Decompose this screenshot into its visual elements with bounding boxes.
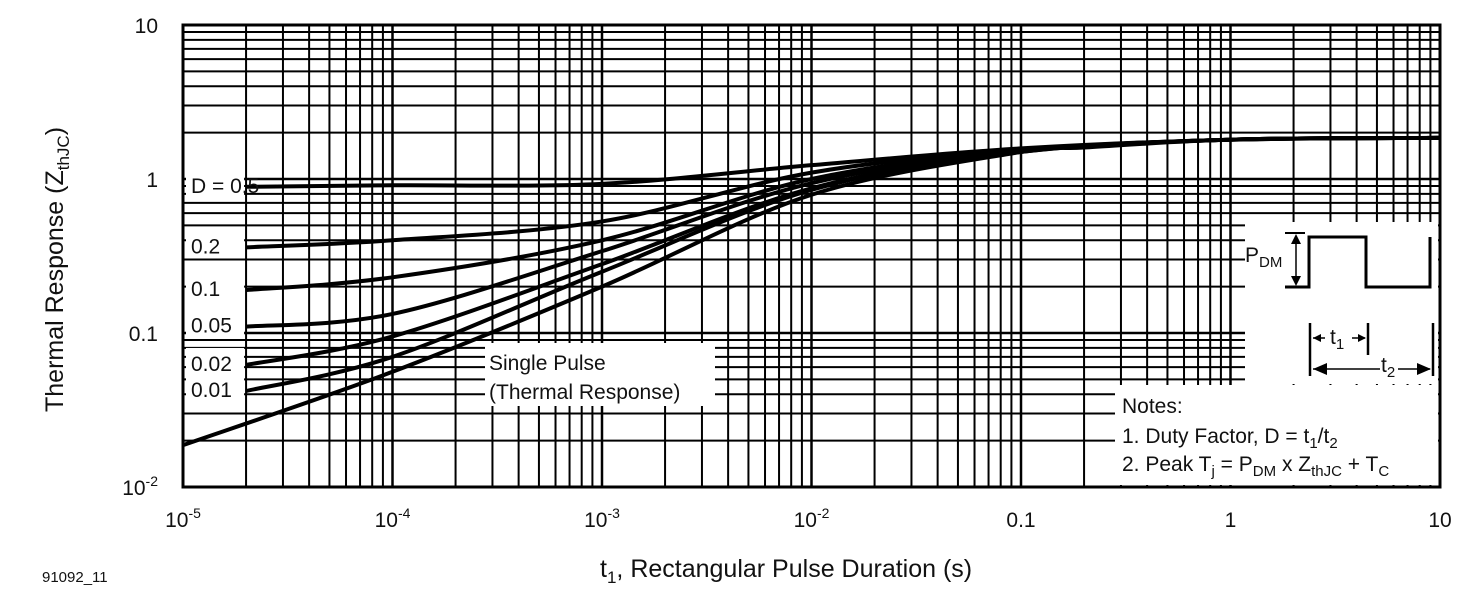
series-label: 0.1 <box>191 278 220 301</box>
y-tick-label: 10 <box>135 15 158 38</box>
y-tick-labels: 10 1 0.1 10-2 <box>122 15 158 500</box>
y-tick-label: 10-2 <box>122 473 158 500</box>
series-label: 0.02 <box>191 353 232 376</box>
y-axis-title: Thermal Response (ZthJC) <box>41 127 73 412</box>
x-tick-label: 1 <box>1225 509 1237 532</box>
label-masks <box>485 222 1438 485</box>
x-tick-label: 10 <box>1428 509 1451 532</box>
x-tick-label: 10-4 <box>375 505 411 532</box>
series-label: 0.05 <box>191 315 232 338</box>
series-label: 0.2 <box>191 235 220 258</box>
x-tick-label: 10-3 <box>584 505 620 532</box>
x-axis-title: t1, Rectangular Pulse Duration (s) <box>600 555 972 587</box>
series-label: 0.01 <box>191 379 232 402</box>
single-pulse-label: Single Pulse <box>489 352 606 375</box>
single-pulse-label-2: (Thermal Response) <box>489 381 680 404</box>
series-label-bg <box>186 273 245 300</box>
x-tick-label: 10-5 <box>165 505 201 532</box>
svg-text:2. Peak Tj = PDM x ZthJC + TC: 2. Peak Tj = PDM x ZthJC + TC <box>1122 453 1389 480</box>
pulse-waveform-inset: PDM t1 t2 <box>1245 232 1435 381</box>
series-label-bg <box>186 309 245 336</box>
series-label-bg <box>186 374 245 401</box>
y-tick-label: 0.1 <box>129 323 158 346</box>
svg-text:1. Duty Factor, D = t1/t2: 1. Duty Factor, D = t1/t2 <box>1122 425 1338 452</box>
x-tick-label: 0.1 <box>1006 509 1035 532</box>
series-label-bg <box>186 169 245 196</box>
series-label-bg <box>186 230 245 257</box>
svg-text:Notes:: Notes: <box>1122 395 1183 418</box>
y-tick-label: 1 <box>146 169 158 192</box>
series-label: D = 0.5 <box>191 175 259 198</box>
figure-id: 91092_11 <box>42 569 108 586</box>
x-tick-labels: 10-5 10-4 10-3 10-2 0.1 1 10 <box>165 505 1452 532</box>
series-line <box>182 135 1441 448</box>
curves <box>182 135 1441 448</box>
series-label-bg <box>186 347 245 374</box>
svg-text:PDM: PDM <box>1245 244 1282 271</box>
series-labels: D = 0.5 0.2 0.1 0.05 0.02 0.01 <box>186 169 259 402</box>
notes: Notes: 1. Duty Factor, D = t1/t2 2. Peak… <box>1122 395 1389 480</box>
x-tick-label: 10-2 <box>794 505 830 532</box>
svg-text:t1: t1 <box>1330 326 1344 353</box>
plot-frame <box>181 23 1442 489</box>
svg-text:t2: t2 <box>1381 354 1395 381</box>
